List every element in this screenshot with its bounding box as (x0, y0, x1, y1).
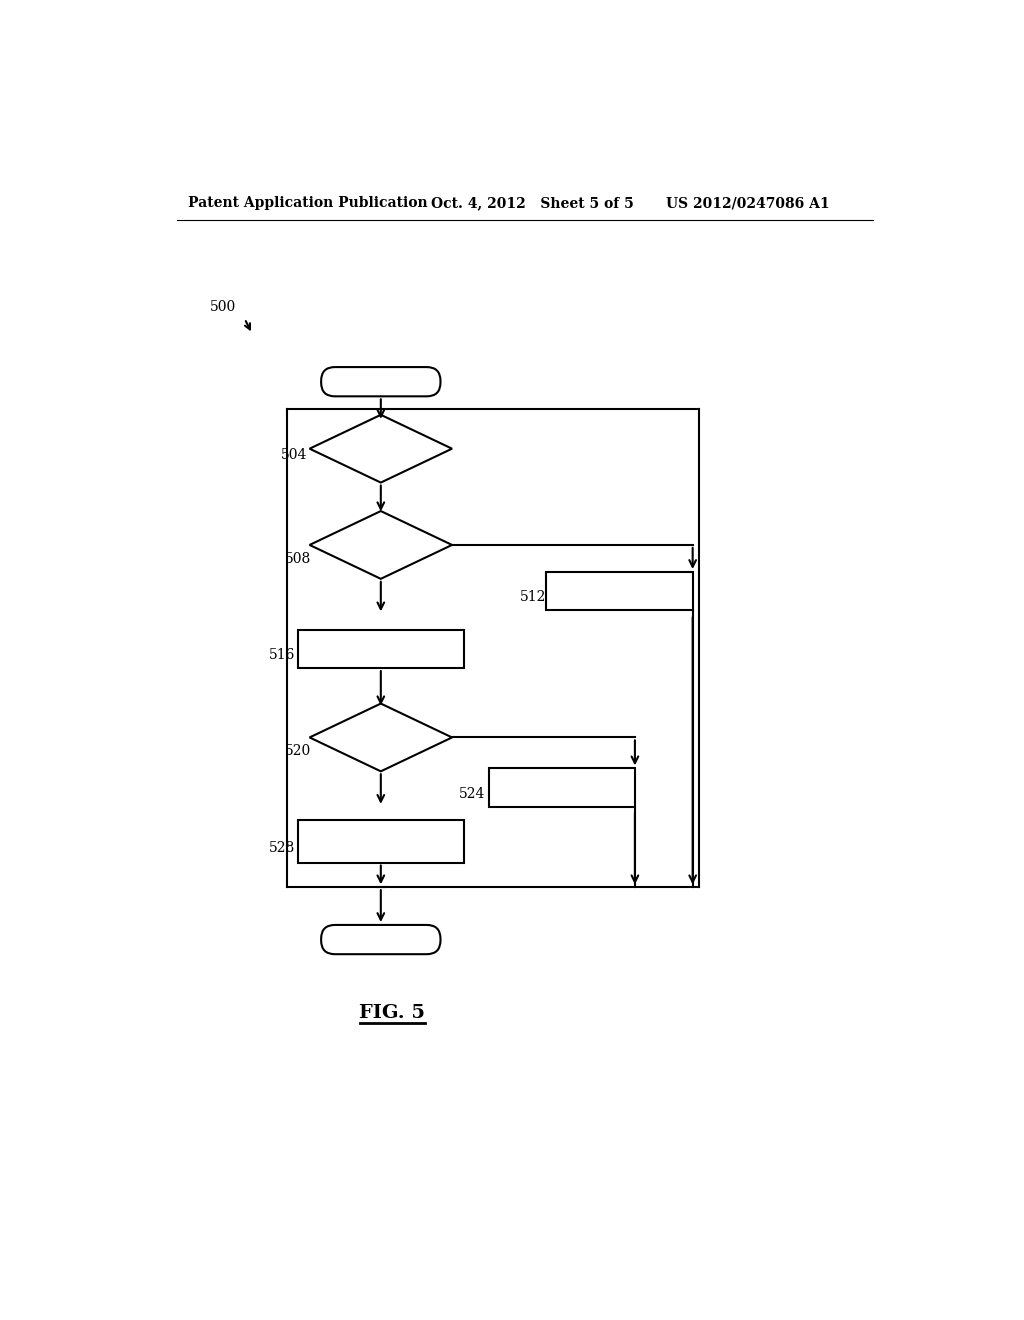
Text: Patent Application Publication: Patent Application Publication (188, 197, 428, 210)
Text: 504: 504 (281, 447, 307, 462)
Bar (298, 820, 464, 862)
Text: 500: 500 (210, 300, 237, 314)
Bar (488, 768, 635, 807)
Text: 508: 508 (285, 552, 311, 566)
Text: FIG. 5: FIG. 5 (359, 1003, 425, 1022)
Text: 512: 512 (519, 590, 546, 605)
Text: US 2012/0247086 A1: US 2012/0247086 A1 (666, 197, 829, 210)
FancyBboxPatch shape (322, 925, 440, 954)
Text: Oct. 4, 2012   Sheet 5 of 5: Oct. 4, 2012 Sheet 5 of 5 (431, 197, 634, 210)
Bar (547, 572, 692, 610)
FancyBboxPatch shape (322, 367, 440, 396)
Bar (298, 630, 464, 668)
Text: 524: 524 (460, 787, 485, 801)
Text: 528: 528 (268, 841, 295, 854)
Text: 520: 520 (285, 744, 311, 758)
Text: 516: 516 (268, 648, 295, 663)
